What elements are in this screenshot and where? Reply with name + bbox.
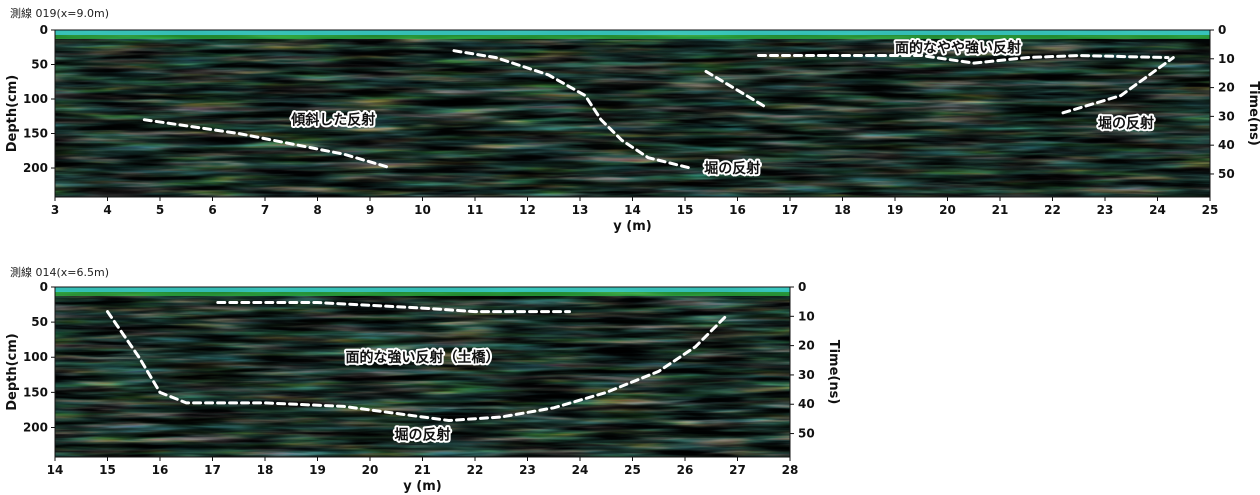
dashed-line-bridge-top — [216, 301, 571, 314]
x-tick-label: 28 — [782, 463, 799, 477]
radargram-texture — [55, 287, 790, 457]
time-tick-label: 0 — [798, 280, 806, 294]
time-tick-label: 10 — [798, 309, 815, 323]
dashed-line-surface-reflector — [452, 49, 692, 170]
x-tick-label: 12 — [519, 203, 536, 217]
x-tick-label: 21 — [414, 463, 431, 477]
dashed-line-moat-left-wall — [704, 69, 766, 108]
x-tick-label: 19 — [309, 463, 326, 477]
annotation-label: 傾斜した反射 — [290, 112, 375, 129]
panel-title: 測線 019(x=9.0m) — [10, 6, 109, 20]
x-tick-label: 11 — [467, 203, 484, 217]
annotation-label: 堀の反射 — [704, 160, 760, 177]
panel-title: 測線 014(x=6.5m) — [10, 265, 109, 279]
x-tick-label: 8 — [313, 203, 321, 217]
surface-band — [55, 287, 790, 292]
time-tick-label: 20 — [798, 339, 815, 353]
annotation-label: 面的なやや強い反射 — [895, 39, 1021, 56]
x-tick-label: 4 — [103, 203, 111, 217]
annotation-label: 面的な強い反射（土橋） — [346, 349, 500, 366]
plot-panel-2: 測線 014(x=6.5m) 14 15 16 17 18 19 20 21 22 23 24 25 26… — [5, 265, 841, 494]
time-tick-label: 30 — [798, 368, 815, 382]
time-axis-label: Time(ns) — [826, 340, 841, 405]
dashed-line-inclined-reflector — [142, 118, 393, 170]
dashed-line-moat-bottom — [106, 310, 729, 423]
x-tick-label: 15 — [99, 463, 116, 477]
depth-tick-label: 200 — [23, 420, 48, 434]
x-tick-label: 14 — [624, 203, 641, 217]
depth-tick-label: 50 — [31, 58, 48, 72]
surface-band-2 — [55, 292, 790, 296]
x-tick-label: 17 — [204, 463, 221, 477]
x-tick-label: 17 — [782, 203, 799, 217]
x-tick-label: 20 — [362, 463, 379, 477]
time-tick-label: 0 — [1218, 23, 1226, 37]
depth-tick-label: 150 — [23, 385, 48, 399]
x-tick-label: 9 — [366, 203, 374, 217]
surface-band-2 — [55, 35, 1210, 39]
x-tick-label: 3 — [51, 203, 59, 217]
time-tick-label: 30 — [1218, 109, 1235, 123]
depth-axis-label: Depth(cm) — [5, 333, 20, 411]
x-tick-label: 15 — [677, 203, 694, 217]
x-tick-label: 16 — [152, 463, 169, 477]
time-tick-label: 20 — [1218, 81, 1235, 95]
x-tick-label: 18 — [257, 463, 274, 477]
plot-panel-1: 測線 019(x=9.0m) 3 4 5 6 7 8 9 10 11 12 13 14 15 16 17 18 1… — [5, 6, 1260, 234]
depth-tick-label: 100 — [23, 92, 48, 106]
x-tick-label: 20 — [939, 203, 956, 217]
x-tick-label: 10 — [414, 203, 431, 217]
depth-tick-label: 200 — [23, 161, 48, 175]
x-tick-label: 16 — [729, 203, 746, 217]
x-tick-label: 19 — [887, 203, 904, 217]
depth-tick-label: 0 — [40, 23, 48, 37]
time-tick-label: 40 — [798, 397, 815, 411]
depth-tick-label: 0 — [40, 280, 48, 294]
depth-axis-label: Depth(cm) — [5, 75, 20, 153]
annotation-label: 堀の反射 — [1098, 115, 1154, 132]
dashed-line-moat-right-wall — [1061, 56, 1175, 115]
x-tick-label: 6 — [208, 203, 216, 217]
time-tick-label: 40 — [1218, 138, 1235, 152]
x-tick-label: 7 — [261, 203, 269, 217]
x-axis-label: y (m) — [613, 219, 651, 234]
time-tick-label: 10 — [1218, 52, 1235, 66]
x-tick-label: 21 — [992, 203, 1009, 217]
annotation-label: 堀の反射 — [395, 427, 451, 444]
x-tick-label: 23 — [1097, 203, 1114, 217]
x-tick-label: 24 — [572, 463, 589, 477]
x-tick-label: 26 — [677, 463, 694, 477]
radargram-texture — [55, 30, 1210, 197]
x-tick-label: 23 — [519, 463, 536, 477]
x-tick-label: 24 — [1149, 203, 1166, 217]
x-tick-label: 22 — [1044, 203, 1061, 217]
x-tick-label: 14 — [47, 463, 64, 477]
depth-tick-label: 150 — [23, 127, 48, 141]
x-tick-label: 25 — [1202, 203, 1219, 217]
time-tick-label: 50 — [798, 427, 815, 441]
x-tick-label: 25 — [624, 463, 641, 477]
dashed-line-flat-reflector — [757, 53, 1170, 65]
x-tick-label: 27 — [729, 463, 746, 477]
x-tick-label: 18 — [834, 203, 851, 217]
time-axis-label: Time(ns) — [1246, 81, 1260, 146]
depth-tick-label: 50 — [31, 315, 48, 329]
x-tick-label: 22 — [467, 463, 484, 477]
surface-band — [55, 30, 1210, 35]
x-tick-label: 13 — [572, 203, 589, 217]
depth-tick-label: 100 — [23, 350, 48, 364]
x-axis-label: y (m) — [403, 479, 441, 494]
x-tick-label: 5 — [156, 203, 164, 217]
time-tick-label: 50 — [1218, 167, 1235, 181]
